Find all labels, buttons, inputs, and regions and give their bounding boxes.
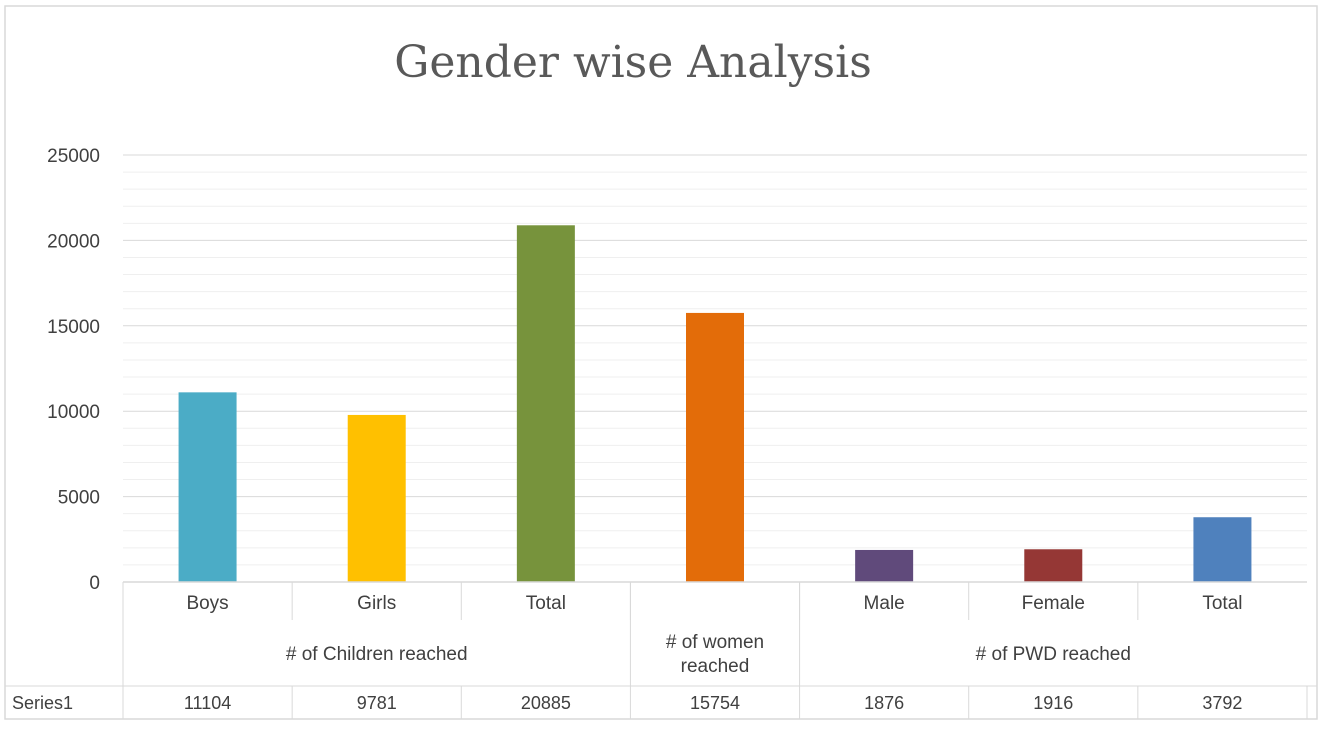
y-tick-label: 15000 [47, 317, 100, 338]
x-category-label: Total [1202, 593, 1242, 614]
table-value: 1916 [1033, 693, 1073, 713]
table-series-label: Series1 [12, 693, 73, 713]
chart-title: Gender wise Analysis [394, 37, 872, 88]
x-group-label: # of PWD reached [976, 644, 1131, 665]
bar [1193, 517, 1252, 582]
bars [178, 225, 1252, 583]
x-category-label: Total [526, 593, 566, 614]
x-group-label: # of women reached [666, 632, 764, 677]
y-tick-label: 0 [89, 573, 100, 594]
bar [178, 392, 237, 582]
bar [347, 414, 406, 582]
x-category-label: Girls [357, 593, 396, 614]
x-group-label: # of Children reached [286, 644, 468, 665]
bar [855, 549, 914, 582]
table-value: 3792 [1202, 693, 1242, 713]
table-value: 1876 [864, 693, 904, 713]
y-tick-label: 10000 [47, 402, 100, 423]
chart-border [4, 5, 1318, 720]
y-tick-label: 20000 [47, 231, 100, 252]
x-category-label: Boys [186, 593, 228, 614]
y-tick-label: 25000 [47, 146, 100, 167]
x-category-label: Male [864, 593, 905, 614]
table-value: 15754 [690, 693, 740, 713]
axes: 0 5000 10000 15000 20000 25000 Boys Girls Total M… [47, 146, 1307, 686]
table-value: 9781 [357, 693, 397, 713]
table-value: 20885 [521, 693, 571, 713]
y-tick-label: 5000 [58, 488, 100, 509]
data-table: Series1 11104 9781 20885 15754 1876 1916 3792 [5, 685, 1317, 719]
bar [516, 225, 575, 583]
table-value: 11104 [184, 693, 231, 713]
bar [686, 312, 744, 582]
x-category-label: Female [1022, 593, 1085, 614]
bar [1024, 549, 1083, 582]
